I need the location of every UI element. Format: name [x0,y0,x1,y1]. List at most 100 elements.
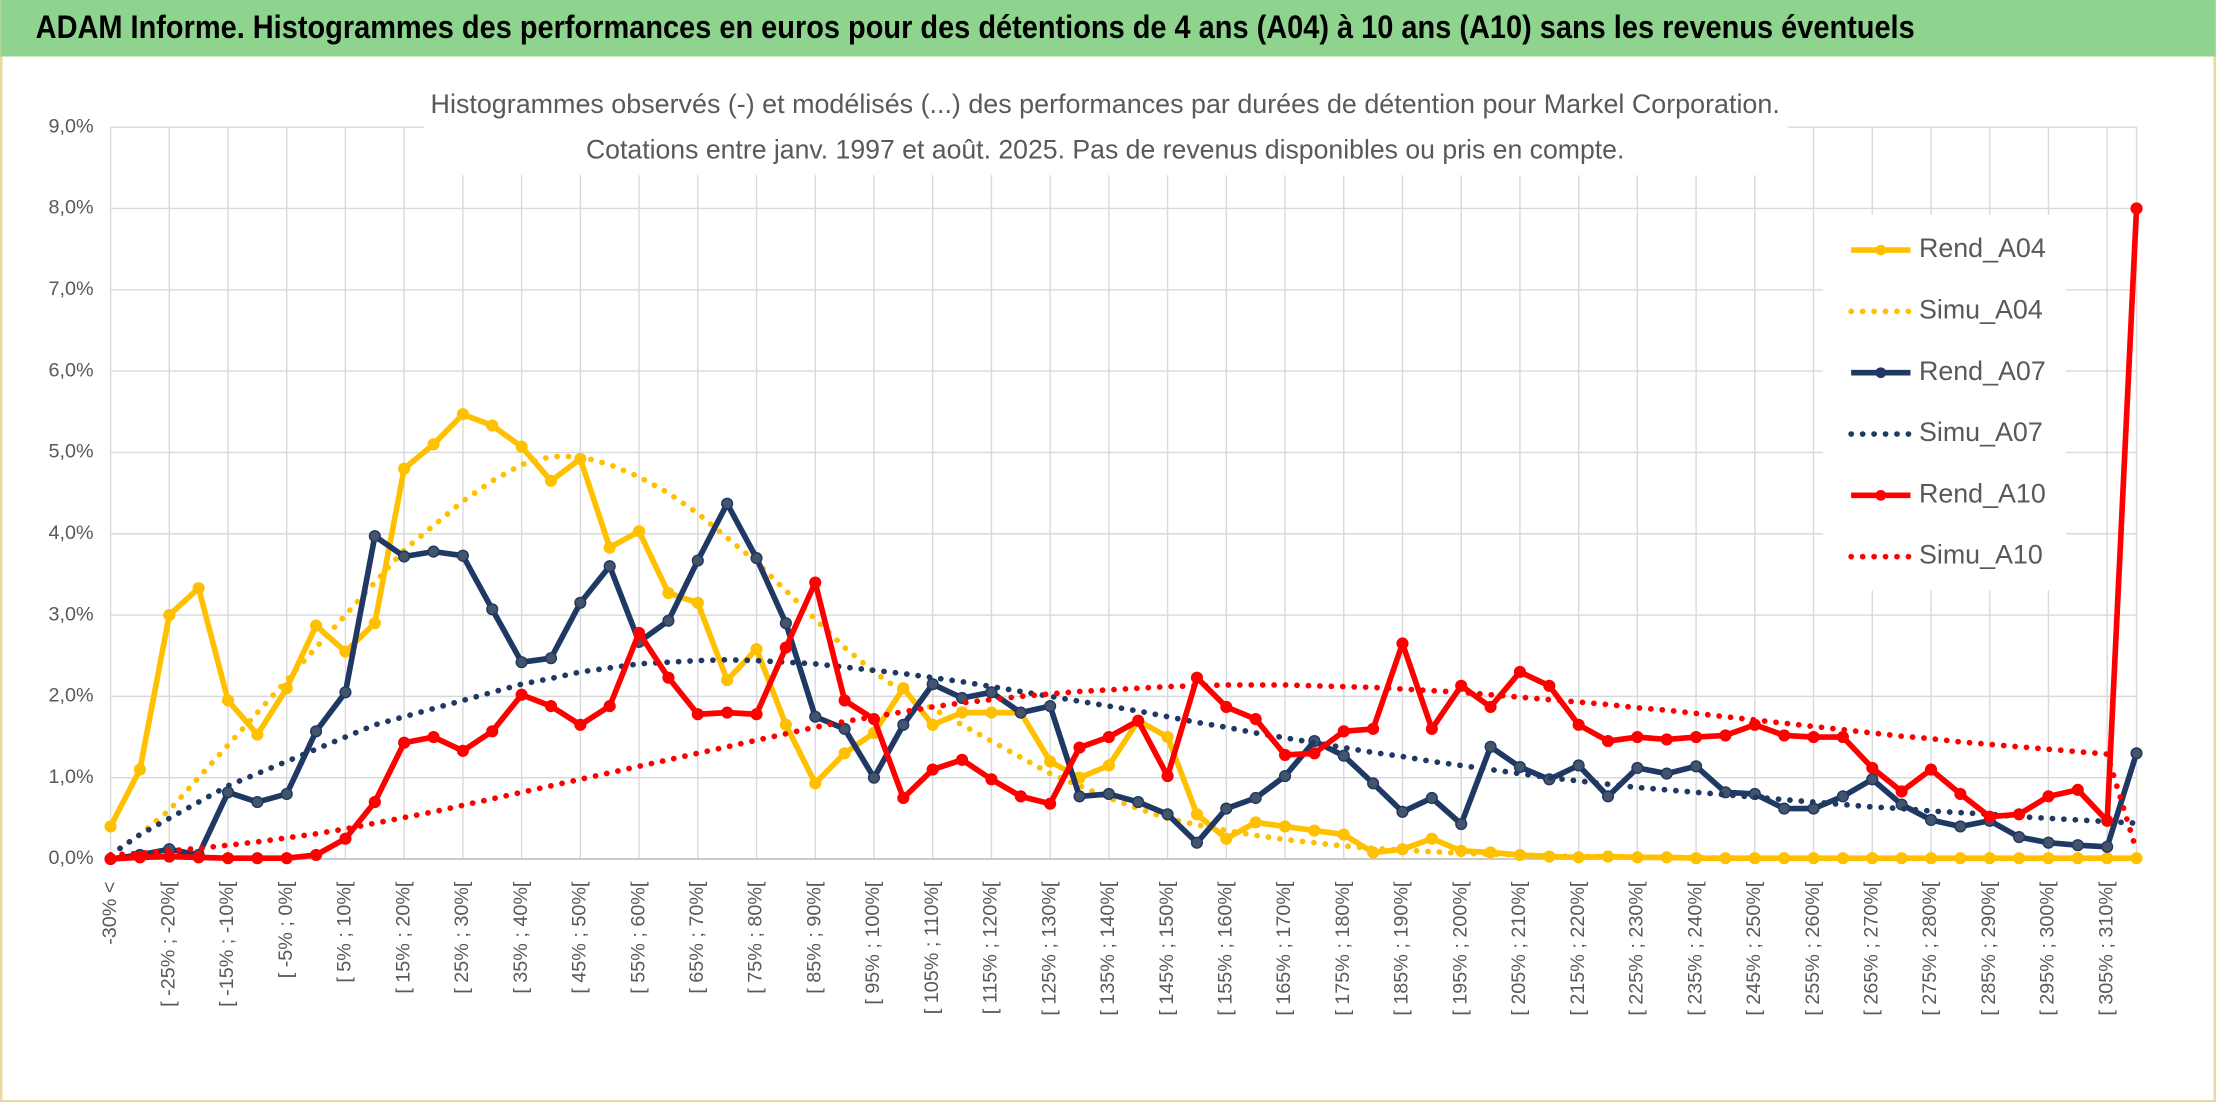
x-tick-label: [ 195% ; 200%[ [1449,881,1471,1016]
x-tick-label: [ 55% ; 60%[ [627,881,649,994]
point [427,730,440,744]
x-tick-label: [ 75% ; 80%[ [745,881,767,994]
point [1278,820,1292,833]
point [104,820,117,833]
point [1807,730,1820,744]
point [897,791,910,805]
point [251,728,264,741]
point [2042,790,2055,803]
x-tick-label: [ 25% ; 30%[ [451,881,473,994]
legend-label: Simu_A04 [1919,294,2043,324]
point [310,619,323,632]
point [456,549,469,562]
y-tick-label: 9,0% [49,115,94,137]
point [544,652,558,665]
point [838,747,851,760]
point [1132,714,1145,727]
point [1513,761,1527,774]
point [1396,805,1409,818]
point [1220,832,1233,845]
point [779,641,792,654]
x-tick-label: [ 305% ; 310%[ [2095,881,2117,1016]
point [1513,665,1527,679]
point [926,718,939,731]
point [985,686,998,699]
point [486,419,499,432]
point [133,851,146,864]
point [192,851,205,864]
point [721,706,734,719]
y-tick-label: 0,0% [49,847,94,869]
point [310,725,323,738]
point [221,786,235,799]
point [632,626,646,640]
x-tick-label: [ 245% ; 250%[ [1743,881,1765,1016]
x-tick-label: [ 275% ; 280%[ [1919,881,1941,1016]
x-tick-label: [ 5% ; 10%[ [334,881,356,983]
point [2130,852,2143,865]
point [1425,791,1438,805]
point [1660,733,1673,746]
point [897,718,910,731]
point [1455,817,1468,831]
point [1484,700,1497,714]
point [1249,713,1262,726]
x-tick-label: [ 115% ; 120%[ [980,881,1002,1014]
x-tick-label: [ 225% ; 230%[ [1626,881,1648,1016]
point [427,545,440,558]
legend-label: Rend_A07 [1919,356,2046,386]
point [1807,802,1820,815]
x-tick-label: [ 145% ; 150%[ [1156,881,1178,1016]
point [1308,747,1321,760]
point [1220,802,1233,815]
title-background [424,84,1788,176]
point [809,710,822,723]
point [1631,730,1644,744]
point [1308,824,1321,837]
point [750,708,763,721]
point [750,643,763,656]
legend-label: Rend_A10 [1919,478,2046,508]
point [1836,730,1849,744]
point [1866,773,1879,786]
point [398,462,411,475]
point [1572,718,1585,731]
point [1190,671,1204,684]
legend-marker [1875,489,1887,501]
point [574,596,587,609]
point [1102,730,1115,744]
point [809,576,822,589]
point [251,795,264,809]
series-line [107,453,2140,862]
x-tick-label: [ 65% ; 70%[ [686,881,708,994]
point [2071,783,2084,796]
x-tick-label: [ 175% ; 180%[ [1332,881,1354,1016]
point [310,848,323,862]
point [1337,749,1350,762]
point [339,645,352,658]
series-line [110,208,2140,862]
point [1543,679,1556,692]
point [955,706,969,719]
series-line [107,656,2140,858]
point [456,408,469,421]
point [1778,802,1791,815]
x-tick-label: [ 45% ; 50%[ [569,881,591,994]
point [1954,787,1967,801]
point [1044,700,1057,713]
point [691,554,704,567]
legend-label: Simu_A10 [1919,540,2043,570]
point [398,550,411,563]
point [2013,830,2026,844]
point [2042,836,2055,849]
point [1161,769,1174,783]
legend-background [1822,214,2066,591]
point [221,852,235,865]
point [133,763,146,776]
chart-title: Histogrammes observés (-) et modélisés (… [431,89,1780,119]
point [515,688,528,701]
point [280,787,293,801]
legend-label: Simu_A07 [1919,417,2043,447]
series-line [110,500,2140,862]
point [1014,790,1027,803]
